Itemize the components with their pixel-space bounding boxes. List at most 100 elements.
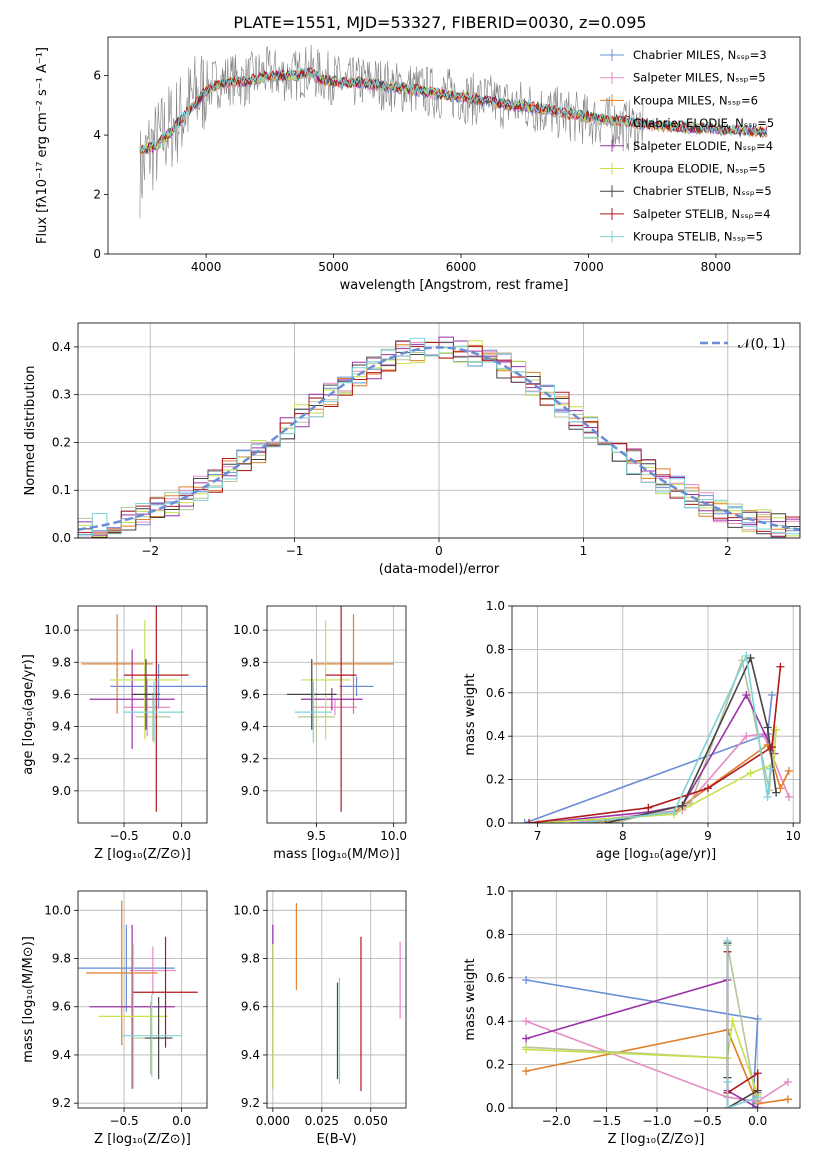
age-vs-mass-ytick-label: 9.4 — [241, 720, 260, 734]
weight-point — [784, 792, 793, 801]
weight-point — [522, 1017, 531, 1026]
weight-point — [746, 654, 755, 663]
mass-vs-Z-xtick-label: 0.0 — [172, 1114, 191, 1128]
residuals-frame — [77, 322, 801, 539]
massweight-vs-age-ytick-label: 0.8 — [486, 642, 505, 656]
spectrum-xlabel: wavelength [Angstrom, rest frame] — [340, 278, 569, 293]
residuals-xlabel: (data-model)/error — [379, 562, 500, 577]
spectrum-data-line — [139, 44, 644, 219]
spectrum-xtick-label: 6000 — [446, 260, 477, 274]
massweight-vs-Z-xtick-label: −0.5 — [693, 1114, 722, 1128]
spectrum-ytick-label: 6 — [93, 69, 101, 83]
mass-vs-Z-ytick-label: 9.8 — [52, 952, 71, 966]
weight-point — [742, 651, 751, 660]
age-vs-mass-ytick-label: 9.0 — [241, 784, 260, 798]
mass-vs-EBV-xlabel: E(B-V) — [316, 1132, 356, 1147]
legend-label: Salpeter MILES, Nₛₛₚ=5 — [633, 71, 766, 85]
age-vs-mass-xtick-label: 9.5 — [307, 829, 326, 843]
massweight-vs-Z-ytick-label: 0.6 — [486, 971, 505, 985]
spectrum-ylabel: Flux [fλ10⁻¹⁷ erg cm⁻² s⁻¹ A⁻¹] — [35, 47, 50, 244]
spectrum-xtick-label: 4000 — [191, 260, 222, 274]
age-vs-mass-ytick-label: 9.8 — [241, 655, 260, 669]
age-vs-mass-xlabel: mass [log₁₀(M/M⊙)] — [273, 847, 400, 862]
weight-line — [726, 940, 758, 1108]
legend-label: 𝒩(0, 1) — [738, 337, 785, 352]
mass-vs-EBV-plot-area — [272, 903, 401, 1092]
normal-curve — [78, 346, 800, 531]
weight-point — [783, 1077, 792, 1086]
legend-label: Kroupa ELODIE, Nₛₛₚ=5 — [633, 162, 766, 176]
weight-point — [783, 1095, 792, 1104]
massweight-vs-age-xtick-label: 8 — [619, 829, 627, 843]
age-vs-mass-ytick-label: 9.6 — [241, 687, 260, 701]
residuals-ytick-label: 0.2 — [52, 435, 71, 449]
weight-point — [784, 766, 793, 775]
massweight-vs-age-ytick-label: 0.2 — [486, 773, 505, 787]
weight-point — [767, 743, 776, 752]
mass-vs-EBV-ytick-label: 9.2 — [241, 1096, 260, 1110]
weight-line — [525, 1028, 789, 1105]
weight-point — [746, 769, 755, 778]
residuals-ylabel: Normed distribution — [23, 366, 38, 496]
mass-vs-EBV-xtick-label: 0.050 — [354, 1114, 388, 1128]
massweight-vs-Z-axes: −2.0 −1.5 −1.0 −0.5 0.0 0.0 0.2 0.4 0.6 0.8 1.0 Z [… — [463, 884, 800, 1147]
weight-point — [753, 1015, 762, 1024]
weight-point — [742, 690, 751, 699]
massweight-vs-age-ytick-label: 0.6 — [486, 686, 505, 700]
weight-point — [763, 723, 772, 732]
residuals-ytick-label: 0.0 — [52, 531, 71, 545]
weight-point — [767, 690, 776, 699]
massweight-vs-age-xlabel: age [log₁₀(age/yr)] — [596, 847, 717, 862]
weight-point — [769, 760, 778, 769]
mass-vs-Z-ytick-label: 10.0 — [44, 903, 71, 917]
weight-point — [522, 1034, 531, 1043]
massweight-vs-Z-ytick-label: 0.8 — [486, 927, 505, 941]
residuals-xtick-label: −1 — [286, 544, 304, 558]
massweight-vs-age-plot-area — [520, 651, 793, 823]
weight-point — [520, 819, 529, 823]
mass-vs-Z-plot-area — [78, 900, 198, 1089]
mass-vs-Z-frame — [77, 890, 208, 1109]
age-vs-Z-ylabel: age [log₁₀(age/yr)] — [21, 654, 36, 775]
mass-vs-Z-ylabel: mass [log₁₀(M/M⊙)] — [21, 936, 36, 1063]
massweight-vs-Z-ylabel: mass weight — [463, 958, 478, 1040]
weight-point — [728, 1017, 737, 1026]
mass-vs-Z-ytick-label: 9.2 — [52, 1096, 71, 1110]
weight-point — [522, 1067, 531, 1076]
residuals-xtick-label: 1 — [580, 544, 588, 558]
weight-point — [533, 819, 542, 823]
residuals-ytick-label: 0.1 — [52, 483, 71, 497]
mass-vs-EBV-xtick-label: 0.025 — [305, 1114, 339, 1128]
age-vs-Z-frame — [77, 605, 208, 824]
legend-label: Chabrier ELODIE, Nₛₛₚ=5 — [633, 116, 774, 130]
massweight-vs-Z-xtick-label: −1.5 — [592, 1114, 621, 1128]
weight-line — [526, 1020, 759, 1096]
weight-point — [525, 819, 534, 823]
age-vs-Z-xtick-label: 0.0 — [172, 829, 191, 843]
mass-vs-Z-ytick-label: 9.6 — [52, 1000, 71, 1014]
mass-vs-EBV-ytick-label: 9.6 — [241, 1000, 260, 1014]
mass-vs-EBV-ytick-label: 10.0 — [233, 903, 260, 917]
age-vs-mass-plot-area — [287, 606, 394, 812]
legend-label: Chabrier MILES, Nₛₛₚ=3 — [633, 48, 767, 62]
spectrum-xtick-label: 5000 — [318, 260, 349, 274]
spectrum-ytick-label: 4 — [93, 128, 101, 142]
spectrum-plot-area — [139, 44, 768, 219]
mass-vs-Z-ytick-label: 9.4 — [52, 1048, 71, 1062]
weight-point — [753, 1104, 762, 1108]
spectrum-ytick-label: 2 — [93, 188, 101, 202]
age-vs-Z-plot-area — [81, 606, 207, 812]
weight-point — [522, 1045, 531, 1054]
massweight-vs-age-xtick-label: 10 — [786, 829, 801, 843]
weight-point — [753, 1069, 762, 1078]
age-vs-Z-ytick-label: 9.2 — [52, 752, 71, 766]
massweight-vs-age-ytick-label: 0.4 — [486, 729, 505, 743]
age-vs-Z-ytick-label: 9.4 — [52, 720, 71, 734]
weight-point — [703, 784, 712, 793]
spectrum-frame — [107, 36, 801, 255]
massweight-vs-Z-ytick-label: 0.4 — [486, 1014, 505, 1028]
mass-vs-EBV-ytick-label: 9.4 — [241, 1048, 260, 1062]
age-vs-Z-ytick-label: 9.0 — [52, 784, 71, 798]
age-vs-Z-ytick-label: 9.6 — [52, 687, 71, 701]
